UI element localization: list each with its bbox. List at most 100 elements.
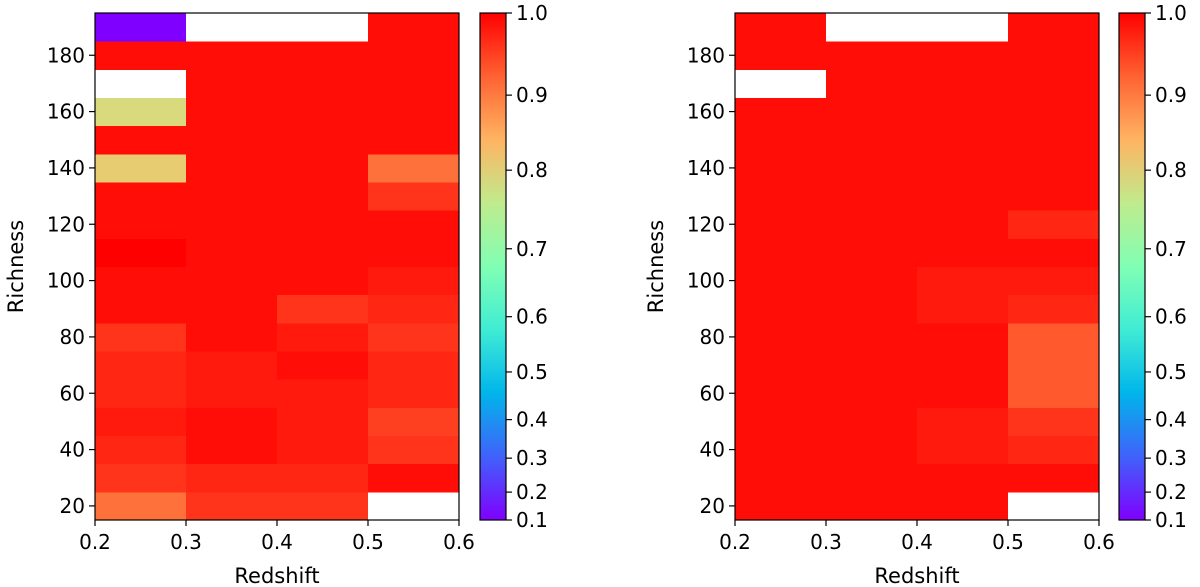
- heatmap-cell: [826, 153, 918, 183]
- colorbar-tick-label: 0.8: [516, 158, 548, 182]
- heatmap-cell: [368, 379, 460, 408]
- heatmap-cell: [186, 407, 278, 436]
- heatmap-cell: [186, 13, 278, 42]
- colorbar-tick-label: 0.4: [1155, 408, 1187, 432]
- heatmap-cell: [186, 351, 278, 380]
- colorbar-tick-label: 0.9: [516, 83, 548, 107]
- heatmap-cell: [368, 97, 460, 127]
- colorbar-frame: [479, 12, 507, 521]
- heatmap-cell: [277, 182, 369, 211]
- colorbar-tick-label: 1.0: [516, 1, 548, 25]
- heatmap-cell: [95, 41, 187, 70]
- colorbar-tick-label: 0.3: [516, 446, 548, 470]
- y-tick-label: 180: [687, 43, 725, 67]
- heatmap-cell: [95, 294, 187, 324]
- heatmap-cell: [917, 210, 1009, 239]
- heatmap-cell: [95, 97, 187, 127]
- heatmap-cell: [1008, 182, 1100, 211]
- heatmap-cell: [917, 379, 1009, 408]
- y-tick-label: 160: [47, 100, 85, 124]
- colorbar-tick-label: 0.6: [516, 305, 548, 329]
- colorbar-tick-label: 0.5: [1155, 360, 1187, 384]
- heatmap-cell: [368, 182, 460, 211]
- heatmap-cell: [95, 125, 187, 155]
- heatmap-cell: [277, 322, 369, 352]
- x-tick-label: 0.4: [901, 530, 933, 554]
- heatmap-cell: [277, 13, 369, 42]
- heatmap-cell: [826, 266, 918, 296]
- heatmap-cell: [735, 435, 827, 465]
- heatmap-cell: [917, 238, 1009, 267]
- x-tick-label: 0.5: [352, 530, 384, 554]
- heatmap-cell: [277, 407, 369, 436]
- heatmap-cell: [277, 491, 369, 521]
- heatmap-panel-2: 0.2 0.3 0.4 0.5 0.6 20 40 60 80 100 120 140 160 180 Re…: [644, 1, 1187, 587]
- y-tick-label: 40: [60, 438, 85, 462]
- heatmap-cell: [1008, 322, 1100, 352]
- y-tick-label: 180: [47, 43, 85, 67]
- heatmap-cell: [95, 266, 187, 296]
- heatmap-cell: [186, 491, 278, 521]
- y-tick-label: 80: [60, 325, 85, 349]
- heatmap-cell: [186, 69, 278, 98]
- heatmap-cell: [826, 463, 918, 493]
- heatmap-cell: [735, 153, 827, 183]
- heatmap-cell: [186, 41, 278, 70]
- heatmap-cell: [1008, 407, 1100, 436]
- y-tick-label: 100: [47, 269, 85, 293]
- heatmap-cell: [826, 125, 918, 155]
- heatmap-cell: [95, 407, 187, 436]
- heatmap-cell: [917, 322, 1009, 352]
- heatmap-cell: [95, 463, 187, 493]
- heatmap-cell: [277, 266, 369, 296]
- y-tick-label: 140: [687, 156, 725, 180]
- heatmap-cell: [277, 125, 369, 155]
- colorbar: 0.1 0.2 0.3 0.4 0.5 0.6 0.7 0.8 0.9 1.0: [1118, 1, 1187, 532]
- heatmap-cell: [735, 69, 827, 98]
- heatmap-cell: [735, 182, 827, 211]
- heatmap-cell: [826, 97, 918, 127]
- heatmap-panel-1: 0.2 0.3 0.4 0.5 0.6 20 40 60 80 100 120 140 160 180 Re…: [4, 1, 548, 587]
- x-tick-label: 0.6: [443, 530, 475, 554]
- heatmap-cell: [186, 210, 278, 239]
- colorbar-tick-label: 0.7: [1155, 237, 1187, 261]
- y-tick-label: 120: [47, 212, 85, 236]
- y-tick-label: 100: [687, 269, 725, 293]
- heatmap-cell: [1008, 491, 1100, 521]
- colorbar-tick-label: 1.0: [1155, 1, 1187, 25]
- heatmap-cell: [368, 491, 460, 521]
- heatmap-cell: [186, 125, 278, 155]
- heatmap-cell: [186, 435, 278, 465]
- heatmap-cell: [368, 463, 460, 493]
- heatmap-cell: [95, 13, 187, 42]
- colorbar-tick-label: 0.1: [516, 508, 548, 532]
- heatmap-cell: [95, 322, 187, 352]
- heatmap-cell: [277, 294, 369, 324]
- heatmap-cell: [735, 351, 827, 380]
- heatmap-cell: [277, 210, 369, 239]
- heatmap-cell: [277, 379, 369, 408]
- heatmap-cell: [277, 463, 369, 493]
- heatmap-cell: [1008, 125, 1100, 155]
- heatmap-cell: [735, 125, 827, 155]
- x-tick-label: 0.5: [992, 530, 1024, 554]
- heatmap-cell: [735, 97, 827, 127]
- heatmap-cell: [917, 435, 1009, 465]
- heatmap-cell: [917, 153, 1009, 183]
- x-tick-label: 0.3: [170, 530, 202, 554]
- heatmap-cell: [277, 41, 369, 70]
- heatmap-cell: [277, 69, 369, 98]
- heatmap-cell: [186, 238, 278, 267]
- heatmap-cell: [95, 182, 187, 211]
- heatmap-cell: [735, 210, 827, 239]
- y-tick-label: 40: [700, 438, 725, 462]
- heatmap-cell: [917, 294, 1009, 324]
- heatmap-cell: [826, 210, 918, 239]
- heatmap-cells: [95, 13, 460, 521]
- heatmap-cell: [368, 69, 460, 98]
- colorbar-tick-label: 0.4: [516, 408, 548, 432]
- heatmap-cell: [95, 379, 187, 408]
- heatmap-cell: [368, 41, 460, 70]
- heatmap-cell: [1008, 351, 1100, 380]
- heatmap-cell: [917, 266, 1009, 296]
